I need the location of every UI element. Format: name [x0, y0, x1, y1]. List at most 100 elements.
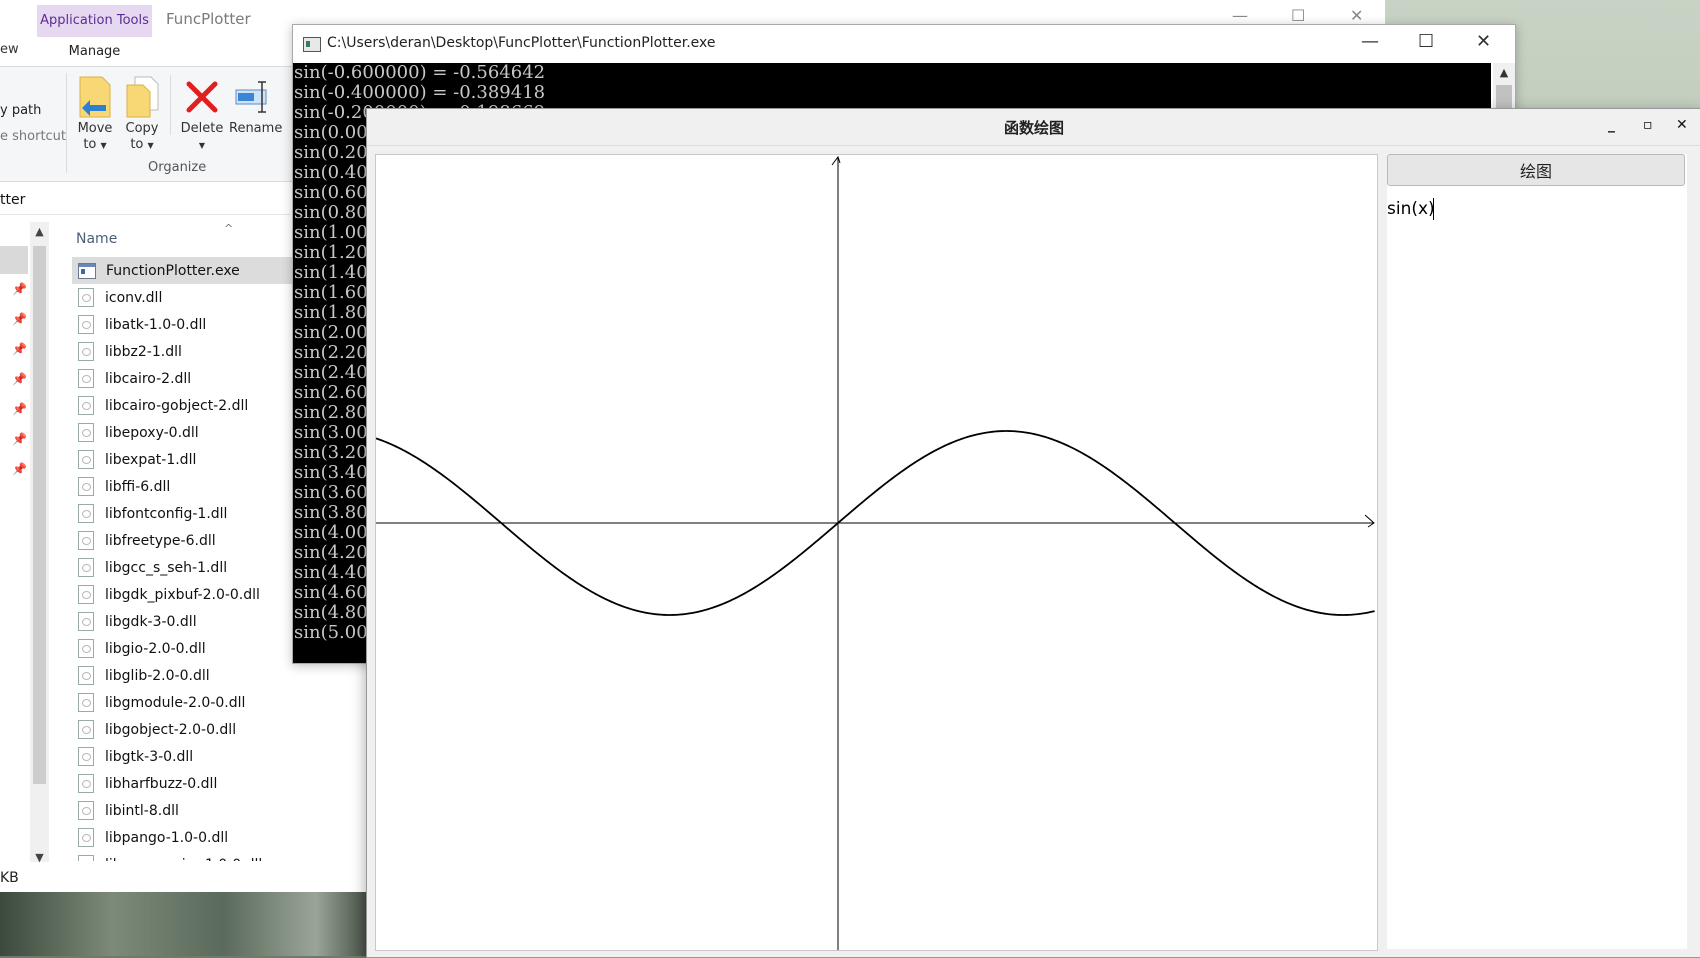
dll-file-icon: [78, 342, 94, 361]
data-point: [1266, 591, 1268, 594]
file-row[interactable]: FunctionPlotter.exe: [72, 257, 292, 284]
pin-icon[interactable]: 📌: [12, 462, 27, 476]
tab-view[interactable]: ew: [0, 42, 19, 57]
data-point: [730, 599, 732, 602]
file-name: libpangocairo-1.0-0.dll: [105, 857, 262, 862]
file-row[interactable]: libharfbuzz-0.dll: [72, 770, 292, 797]
text-cursor: [1433, 198, 1434, 220]
file-row[interactable]: libatk-1.0-0.dll: [72, 311, 292, 338]
move-to-icon: [79, 76, 111, 118]
scroll-thumb[interactable]: [33, 246, 46, 784]
file-name: libfontconfig-1.dll: [105, 505, 228, 522]
plotter-window: 函数绘图 _ ▫ ✕ 绘图: [301, 108, 1700, 958]
file-row[interactable]: libbz2-1.dll: [72, 338, 292, 365]
console-line: sin(3.60: [294, 482, 368, 503]
file-row[interactable]: libgdk_pixbuf-2.0-0.dll: [72, 581, 292, 608]
console-line: sin(0.80: [294, 202, 368, 223]
scroll-down-icon[interactable]: ▼: [35, 851, 44, 864]
file-name: libintl-8.dll: [105, 802, 179, 819]
file-row[interactable]: libfontconfig-1.dll: [72, 500, 292, 527]
address-bar[interactable]: tter: [0, 188, 290, 215]
file-row[interactable]: libglib-2.0-0.dll: [72, 662, 292, 689]
chevron-down-icon: ▼: [198, 141, 206, 150]
file-row[interactable]: libfreetype-6.dll: [72, 527, 292, 554]
maximize-icon[interactable]: ☐: [1291, 6, 1306, 25]
console-line: sin(3.00: [294, 422, 368, 443]
file-name: libharfbuzz-0.dll: [105, 775, 218, 792]
file-row[interactable]: libcairo-2.dll: [72, 365, 292, 392]
console-line: sin(1.80: [294, 302, 368, 323]
console-title: C:\Users\deran\Desktop\FuncPlotter\Funct…: [327, 35, 716, 51]
nav-scrollbar[interactable]: ▲ ▼: [30, 222, 49, 864]
minimize-icon[interactable]: _: [1608, 117, 1615, 133]
explorer-title: FuncPlotter: [166, 10, 251, 28]
column-header-name[interactable]: Name: [76, 231, 118, 247]
pin-icon[interactable]: 📌: [12, 432, 27, 446]
copy-to-button[interactable]: Copy to ▼: [117, 73, 167, 154]
tab-application-tools[interactable]: Application Tools: [37, 5, 152, 37]
close-icon[interactable]: ✕: [1350, 6, 1364, 25]
close-icon[interactable]: ✕: [1476, 31, 1492, 52]
minimize-icon[interactable]: —: [1361, 31, 1379, 52]
file-row[interactable]: libintl-8.dll: [72, 797, 292, 824]
y-axis-arrow: [831, 155, 841, 166]
console-line: sin(4.80: [294, 602, 368, 623]
pin-icon[interactable]: 📌: [12, 342, 27, 356]
paste-shortcut-button[interactable]: e shortcut: [0, 129, 67, 144]
file-row[interactable]: libexpat-1.dll: [72, 446, 292, 473]
minimize-icon[interactable]: —: [1232, 6, 1248, 25]
data-point: [515, 535, 518, 537]
tab-manage[interactable]: Manage: [68, 44, 121, 59]
move-to-button[interactable]: Move to ▼: [70, 73, 120, 154]
data-point: [998, 430, 1000, 433]
scroll-up-icon[interactable]: ▲: [35, 225, 44, 238]
copy-to-icon: [126, 76, 159, 118]
file-row[interactable]: libgobject-2.0-0.dll: [72, 716, 292, 743]
data-point: [676, 613, 678, 616]
dll-file-icon: [78, 720, 94, 739]
address-path: tter: [0, 192, 26, 208]
file-name: libatk-1.0-0.dll: [105, 316, 207, 333]
file-row[interactable]: iconv.dll: [72, 284, 292, 311]
console-line: sin(5.00: [294, 622, 368, 643]
control-panel: 绘图: [1387, 154, 1687, 949]
file-row[interactable]: libgdk-3-0.dll: [72, 608, 292, 635]
console-titlebar[interactable]: C:\Users\deran\Desktop\FuncPlotter\Funct…: [293, 25, 1515, 63]
pin-icon[interactable]: 📌: [12, 402, 27, 416]
close-icon[interactable]: ✕: [1676, 117, 1688, 133]
delete-button[interactable]: Delete ▼: [177, 73, 227, 154]
delete-x-icon: [186, 81, 218, 113]
function-input[interactable]: [1387, 196, 1683, 222]
data-point: [1373, 610, 1375, 613]
file-row[interactable]: libpango-1.0-0.dll: [72, 824, 292, 851]
file-row[interactable]: libgmodule-2.0-0.dll: [72, 689, 292, 716]
copy-path-button[interactable]: y path: [0, 103, 42, 118]
rename-button[interactable]: Rename: [229, 73, 282, 137]
file-row[interactable]: libgtk-3-0.dll: [72, 743, 292, 770]
maximize-icon[interactable]: ▫: [1643, 117, 1653, 133]
pin-icon[interactable]: 📌: [12, 282, 27, 296]
console-line: sin(4.40: [294, 562, 368, 583]
file-name: libcairo-gobject-2.dll: [105, 397, 249, 414]
draw-button[interactable]: 绘图: [1387, 154, 1685, 186]
nav-selected-item[interactable]: [0, 246, 28, 274]
console-line: sin(3.20: [294, 442, 368, 463]
file-row[interactable]: libffi-6.dll: [72, 473, 292, 500]
navigation-pane: 📌 📌 📌 📌 📌 📌 📌: [0, 222, 50, 862]
console-line: sin(2.20: [294, 342, 368, 363]
maximize-icon[interactable]: ☐: [1418, 31, 1435, 52]
file-row[interactable]: libgio-2.0-0.dll: [72, 635, 292, 662]
file-row[interactable]: libepoxy-0.dll: [72, 419, 292, 446]
dll-file-icon: [78, 747, 94, 766]
file-name: libgdk-3-0.dll: [105, 613, 197, 630]
pin-icon[interactable]: 📌: [12, 312, 27, 326]
scroll-up-icon[interactable]: ▲: [1499, 66, 1509, 79]
file-row[interactable]: libcairo-gobject-2.dll: [72, 392, 292, 419]
file-name: libpango-1.0-0.dll: [105, 829, 229, 846]
file-row[interactable]: libpangocairo-1.0-0.dll: [72, 851, 292, 861]
pin-icon[interactable]: 📌: [12, 372, 27, 386]
file-row[interactable]: libgcc_s_seh-1.dll: [72, 554, 292, 581]
plotter-title: 函数绘图: [1003, 119, 1064, 137]
scroll-thumb[interactable]: [1496, 85, 1512, 115]
plotter-titlebar[interactable]: 函数绘图 _ ▫ ✕: [367, 109, 1700, 146]
